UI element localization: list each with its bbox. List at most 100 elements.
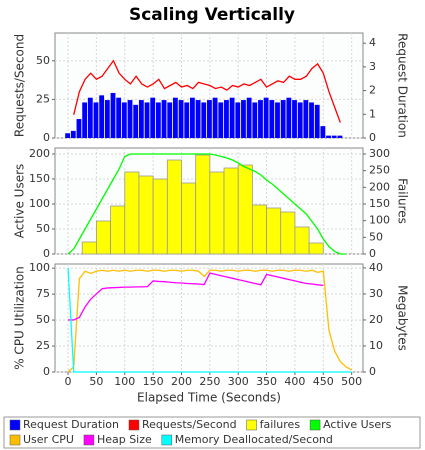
- failure-bar: [81, 241, 97, 255]
- duration-bar: [269, 100, 275, 138]
- duration-bar: [178, 100, 184, 138]
- x-tick-label: 350: [256, 375, 277, 388]
- duration-bar: [320, 126, 326, 138]
- legend-swatch: [161, 434, 173, 446]
- duration-bar: [121, 102, 127, 138]
- failure-bar: [181, 182, 197, 255]
- x-tick-label: 50: [89, 375, 103, 388]
- duration-bar: [104, 100, 110, 138]
- x-tick-label: 500: [341, 375, 362, 388]
- y2-axis-title: Failures: [396, 178, 410, 224]
- duration-bar: [133, 104, 139, 138]
- series-line: [67, 153, 346, 255]
- y2-tick-label: 50: [369, 230, 383, 243]
- duration-bar: [263, 97, 269, 138]
- duration-bar: [224, 100, 229, 138]
- y2-tick-label: 100: [369, 214, 390, 227]
- y2-tick-label: 300: [369, 147, 390, 160]
- duration-bar: [76, 119, 82, 138]
- duration-bar: [292, 100, 297, 138]
- failure-bar: [237, 164, 253, 255]
- failure-bar: [110, 205, 126, 255]
- y-tick-label: 25: [36, 339, 50, 352]
- duration-bar: [280, 100, 286, 138]
- duration-bar: [87, 97, 93, 138]
- y2-tick-label: 3: [369, 60, 376, 73]
- failure-bar: [209, 171, 225, 255]
- duration-bar: [218, 102, 224, 138]
- y2-axis-title: Megabytes: [396, 285, 410, 351]
- duration-bar: [229, 97, 235, 138]
- legend-label: failures: [260, 418, 301, 431]
- duration-bar: [246, 97, 252, 138]
- y-tick-label: 75: [36, 287, 50, 300]
- legend-swatch: [9, 419, 21, 431]
- y-axis-title: % CPU Utilization: [13, 266, 27, 370]
- duration-bar: [93, 102, 99, 138]
- legend-label: Request Duration: [23, 418, 119, 431]
- x-tick-label: 200: [171, 375, 192, 388]
- y2-tick-label: 200: [369, 180, 390, 193]
- y2-tick-label: 2: [369, 84, 376, 97]
- y-tick-label: 200: [29, 147, 50, 160]
- duration-bar: [241, 100, 246, 138]
- duration-bar: [189, 97, 195, 138]
- y-tick-label: 0: [43, 131, 50, 144]
- y2-tick-label: 0: [369, 247, 376, 260]
- failure-bar: [251, 204, 267, 255]
- y2-tick-label: 20: [369, 313, 383, 326]
- legend-label: Heap Size: [97, 433, 152, 446]
- y2-tick-label: 0: [369, 131, 376, 144]
- failure-bar: [266, 207, 282, 255]
- failure-bar: [124, 171, 140, 255]
- legend-swatch: [309, 419, 321, 431]
- duration-bar: [297, 102, 303, 138]
- duration-bar: [99, 95, 105, 138]
- duration-bar: [207, 100, 212, 138]
- duration-bar: [167, 102, 173, 138]
- duration-bar: [65, 133, 71, 138]
- duration-bar: [155, 102, 161, 138]
- legend-label: Active Users: [323, 418, 392, 431]
- legend-box: [3, 416, 421, 449]
- y2-tick-label: 250: [369, 164, 390, 177]
- duration-bar: [110, 92, 116, 138]
- legend-swatch: [128, 419, 140, 431]
- duration-bar: [116, 97, 122, 138]
- y-tick-label: 50: [36, 222, 50, 235]
- y-tick-label: 50: [36, 54, 50, 67]
- legend-swatch: [9, 434, 21, 446]
- duration-bar: [275, 102, 280, 138]
- duration-bar: [150, 97, 156, 138]
- duration-bar: [70, 130, 76, 138]
- duration-bar: [161, 100, 167, 138]
- chart-title: Scaling Vertically: [129, 5, 295, 25]
- y-tick-label: 100: [29, 261, 50, 274]
- x-tick-label: 100: [114, 375, 135, 388]
- y2-tick-label: 0: [369, 365, 376, 378]
- series-line: [67, 269, 352, 373]
- y2-tick-label: 30: [369, 287, 383, 300]
- duration-bar: [138, 100, 144, 138]
- duration-bar: [184, 102, 190, 138]
- y-axis-title: Active Users: [13, 164, 27, 239]
- x-tick-label: 450: [313, 375, 334, 388]
- duration-bar: [82, 102, 88, 138]
- duration-bar: [303, 100, 309, 138]
- duration-bar: [144, 102, 150, 138]
- y2-tick-label: 150: [369, 197, 390, 210]
- x-tick-label: 150: [143, 375, 164, 388]
- y-tick-label: 0: [43, 247, 50, 260]
- failure-bar: [96, 220, 111, 255]
- y2-tick-label: 40: [369, 261, 383, 274]
- duration-bar: [252, 102, 258, 138]
- x-tick-label: 400: [284, 375, 305, 388]
- series-line: [73, 59, 341, 123]
- plot-area: [54, 263, 364, 373]
- legend-label: User CPU: [23, 433, 74, 446]
- legend-label: Requests/Second: [142, 418, 237, 431]
- duration-bar: [127, 100, 133, 138]
- duration-bar: [326, 135, 331, 138]
- failure-bar: [152, 178, 168, 255]
